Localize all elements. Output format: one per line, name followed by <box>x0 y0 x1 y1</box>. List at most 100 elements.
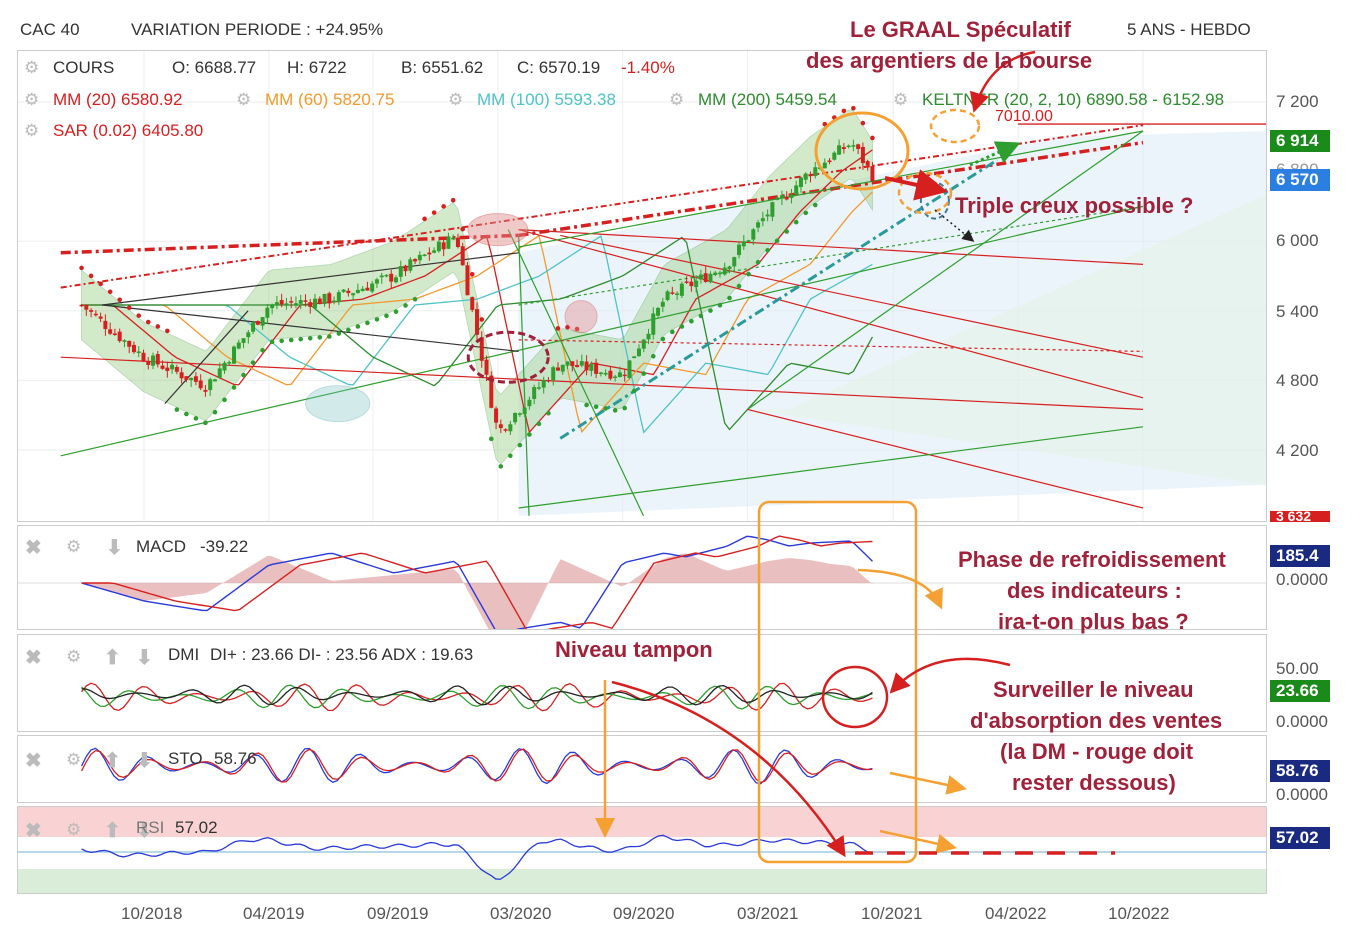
candle-body <box>441 242 446 250</box>
candle-body <box>555 367 560 371</box>
macd-chart <box>18 535 1266 629</box>
sar-dot <box>222 397 227 403</box>
macd-zero: 0.0000 <box>1276 570 1328 589</box>
candle-body <box>408 259 413 271</box>
candle-body <box>165 367 170 371</box>
sar-dot <box>498 464 504 469</box>
gear-icon[interactable]: ⚙ <box>66 537 82 556</box>
candle-body <box>589 364 594 371</box>
move-down-icon[interactable]: ⬇ <box>136 647 153 669</box>
candle-body <box>184 376 189 380</box>
sar-dot <box>98 281 103 287</box>
candle-body <box>93 313 98 316</box>
move-down-icon[interactable]: ⬇ <box>106 537 123 559</box>
fan-line <box>747 408 1144 509</box>
sar-dot <box>288 337 294 343</box>
move-up-icon[interactable]: ⬆ <box>104 750 121 772</box>
candle-body <box>779 195 784 199</box>
candle-body <box>289 301 294 303</box>
graal-title-line1: Le GRAAL Spéculatif <box>850 17 1071 42</box>
candle-body <box>303 300 308 302</box>
gear-icon[interactable]: ⚙ <box>448 90 464 109</box>
candle-body <box>255 321 260 325</box>
sar-dot <box>393 309 399 314</box>
gear-icon[interactable]: ⚙ <box>236 90 252 109</box>
signal-line <box>81 535 873 629</box>
sar-dot <box>479 317 485 322</box>
sar-dot <box>736 283 742 289</box>
candle-body <box>860 147 865 164</box>
dmi-zero: 0.0000 <box>1276 712 1328 731</box>
sar-dot <box>679 324 685 329</box>
gear-icon[interactable]: ⚙ <box>66 820 82 839</box>
candle-body <box>455 237 460 247</box>
candle-body <box>865 161 870 166</box>
gear-icon[interactable]: ⚙ <box>669 90 685 109</box>
candle-body <box>789 194 794 198</box>
candle-body <box>470 297 475 310</box>
close-value: C: 6570.19 <box>517 58 601 77</box>
gear-icon[interactable]: ⚙ <box>893 90 909 109</box>
adx-line <box>81 684 873 706</box>
sar-dot <box>593 404 599 410</box>
sar-dot <box>269 339 275 345</box>
sar-dot <box>155 324 161 329</box>
sar-dot <box>384 313 389 319</box>
candle-body <box>851 145 856 147</box>
sar-dot <box>546 410 551 416</box>
move-up-icon[interactable]: ⬆ <box>104 820 121 842</box>
gear-icon[interactable]: ⚙ <box>66 750 82 769</box>
close-icon[interactable]: ✖ <box>25 820 42 842</box>
oversold-zone <box>18 869 1266 893</box>
keltner-band <box>81 109 873 465</box>
sar-dot <box>488 436 494 442</box>
move-down-icon[interactable]: ⬇ <box>136 820 153 842</box>
sar-dot <box>184 411 189 417</box>
candle-body <box>846 145 851 148</box>
sar-dot <box>469 272 475 277</box>
macd-tag: 185.4 <box>1270 545 1330 567</box>
gear-icon[interactable]: ⚙ <box>24 90 40 109</box>
timeframe-label: 5 ANS - HEBDO <box>1127 20 1251 39</box>
candle-body <box>484 359 489 375</box>
gear-icon[interactable]: ⚙ <box>66 647 82 666</box>
sar-dot <box>708 308 713 313</box>
sar-dot <box>565 324 570 330</box>
candle-body <box>217 368 222 378</box>
move-up-icon[interactable]: ⬆ <box>104 647 121 669</box>
candle-body <box>293 303 298 305</box>
variation-periode: VARIATION PERIODE : +24.95% <box>131 20 384 39</box>
candle-body <box>317 298 322 305</box>
sar-dot <box>670 329 675 335</box>
candle-body <box>756 222 761 228</box>
gear-icon[interactable]: ⚙ <box>24 58 40 77</box>
mm20-line <box>81 149 873 434</box>
candle-body <box>198 380 203 389</box>
candle-body <box>694 280 699 288</box>
candle-body <box>417 254 422 261</box>
x-tick: 09/2019 <box>367 904 429 923</box>
surv-line4: rester dessous) <box>1012 770 1176 795</box>
phase-line1: Phase de refroidissement <box>958 547 1226 572</box>
resistance-line <box>60 124 1144 289</box>
candle-body <box>79 304 84 307</box>
dmi-label: DMI <box>168 645 200 664</box>
sar-dot <box>212 409 218 415</box>
candle-body <box>403 265 408 272</box>
candle-body <box>546 379 551 382</box>
bottom-price-tag: 3 632 <box>1270 511 1330 522</box>
candle-body <box>351 293 356 296</box>
sar-dot <box>755 259 761 265</box>
phase-line3: ira-t-on plus bas ? <box>998 609 1189 634</box>
x-tick: 09/2020 <box>613 904 675 923</box>
move-down-icon[interactable]: ⬇ <box>136 750 153 772</box>
close-icon[interactable]: ✖ <box>25 647 42 669</box>
close-icon[interactable]: ✖ <box>25 750 42 772</box>
sar-dot <box>822 121 828 127</box>
gear-icon[interactable]: ⚙ <box>24 121 40 140</box>
candle-body <box>341 289 346 292</box>
close-icon[interactable]: ✖ <box>25 537 42 559</box>
sar-dot <box>765 247 770 253</box>
candle-body <box>684 281 689 283</box>
candle-body <box>660 301 665 307</box>
